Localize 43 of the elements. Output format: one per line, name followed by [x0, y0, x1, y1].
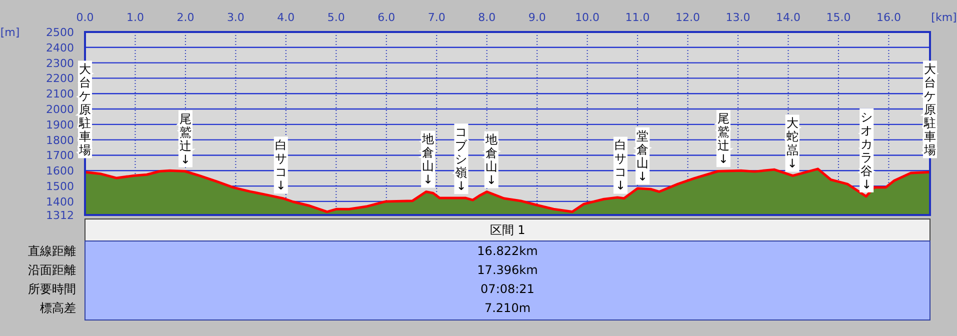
annotation: 白サコ↓	[274, 136, 288, 194]
x-tick-label: 15.0	[826, 11, 851, 24]
x-tick-label: 2.0	[176, 11, 194, 24]
x-tick-label: 6.0	[378, 11, 396, 24]
x-tick-label: 9.0	[528, 11, 546, 24]
y-tick-label: 2300	[46, 56, 74, 70]
y-tick-label: 2000	[46, 103, 74, 116]
y-tick-label: 2500	[46, 26, 74, 39]
annotation: 大台ケ原駐車場	[923, 60, 937, 158]
x-tick-label: 3.0	[226, 11, 244, 24]
y-tick-label: 2200	[46, 72, 74, 86]
annotation: 地倉山↓	[421, 130, 436, 188]
x-axis-title: [km]	[931, 11, 957, 24]
x-tick-label: 4.0	[277, 11, 295, 24]
annotation: 尾鷲辻↓	[716, 110, 730, 168]
x-tick-label: 0.0	[76, 11, 94, 24]
y-tick-label: 2400	[46, 41, 74, 54]
x-tick-label: 7.0	[428, 11, 446, 24]
x-tick-label: 13.0	[726, 11, 750, 24]
y-tick-label: 1700	[46, 149, 74, 162]
x-tick-label: 1.0	[126, 11, 144, 24]
x-tick-label: 14.0	[776, 11, 800, 24]
annotation: 地倉山↓	[484, 131, 498, 188]
annotation: コブシ嶺↓	[454, 124, 468, 194]
annotation: 大蛇嵓↓	[785, 114, 800, 172]
annotation: シオカラ谷↓	[860, 108, 874, 192]
x-tick-label: 10.0	[575, 11, 600, 24]
y-tick-label: 1900	[46, 118, 74, 132]
y-tick-label: 1500	[46, 180, 74, 194]
y-axis-title: [m]	[0, 26, 20, 39]
x-tick-label: 5.0	[327, 11, 345, 24]
annotation: 大台ケ原駐車場	[78, 60, 92, 158]
x-tick-label: 11.0	[625, 11, 650, 24]
y-tick-label: 1400	[46, 195, 74, 208]
y-tick-label: 1800	[46, 134, 74, 147]
annotation: 堂倉山↓	[636, 127, 650, 184]
x-tick-label: 8.0	[478, 11, 496, 24]
annotation: 尾鷲辻↓	[178, 110, 192, 168]
x-tick-label: 12.0	[676, 11, 700, 24]
x-tick-label: 16.0	[876, 11, 901, 24]
annotation: 白サコ↓	[613, 136, 628, 194]
y-tick-label: 1600	[46, 164, 74, 178]
y-tick-label: 2100	[46, 88, 74, 101]
